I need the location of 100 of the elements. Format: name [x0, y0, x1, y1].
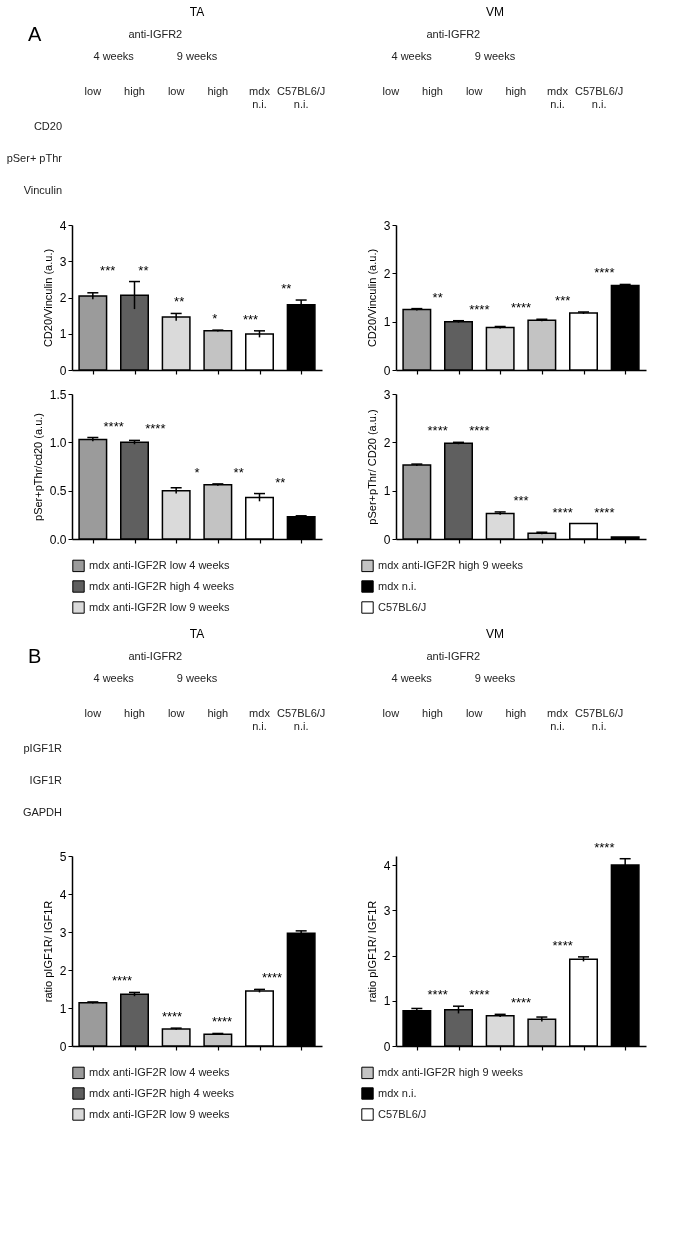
category-label: low — [382, 707, 400, 719]
category-label: high — [207, 85, 229, 97]
y-tick-label: 0 — [383, 1039, 391, 1054]
category-label: high — [505, 85, 527, 97]
legend-label: mdx anti-IGF2R high 4 weeks — [89, 1086, 235, 1099]
annotation: **** — [594, 504, 615, 520]
y-tick-label: 0.0 — [49, 532, 67, 547]
y-tick-label: 0 — [383, 532, 391, 547]
annotation: **** — [103, 418, 124, 434]
y-tick-label: 1 — [383, 484, 391, 499]
legend-label: mdx anti-IGF2R low 9 weeks — [89, 600, 231, 613]
annotation: **** — [469, 301, 490, 317]
annotation: ** — [138, 262, 149, 278]
category-label: C57BL6/J n.i. — [277, 707, 326, 732]
y-tick-label: 3 — [383, 903, 391, 918]
annotation: **** — [594, 265, 615, 281]
annotation: **** — [145, 421, 166, 437]
text: anti-IGFR2 — [426, 28, 481, 40]
annotation: ** — [281, 281, 292, 297]
category-label: high — [505, 707, 527, 719]
y-tick-label: 1 — [383, 315, 391, 330]
y-tick-label: 5 — [59, 849, 67, 864]
text: **** — [594, 839, 615, 855]
y-tick-label: 3 — [59, 254, 67, 269]
category-label: low — [465, 707, 483, 719]
category-label: pSer+ pThr — [6, 152, 62, 164]
category-label: high — [124, 85, 145, 97]
text: VM — [486, 5, 504, 19]
y-axis-title: pSer+pThr/ CD20 (a.u.) — [365, 409, 378, 525]
category-label: C57BL6/J n.i. — [575, 85, 624, 110]
text: anti-IGFR2 — [128, 650, 183, 662]
category-label: IGF1R — [29, 774, 62, 786]
annotation: * — [194, 464, 200, 480]
text: B — [28, 645, 42, 667]
y-tick-label: 0 — [59, 1039, 67, 1054]
annotation: *** — [100, 262, 116, 278]
annotation: *** — [555, 293, 571, 308]
text: 4 weeks — [391, 50, 433, 62]
annotation: * — [212, 311, 218, 327]
y-tick-label: 4 — [59, 218, 67, 233]
category-label: low — [84, 707, 102, 719]
legend-label: mdx anti-IGF2R low 9 weeks — [89, 1107, 231, 1120]
category-label: low — [465, 85, 483, 97]
y-tick-label: 1 — [59, 1001, 67, 1016]
annotation: **** — [261, 970, 283, 986]
y-axis-title: CD20/Vinculin (a.u.) — [41, 248, 54, 348]
text: 9 weeks — [474, 50, 516, 62]
category-label: Vinculin — [23, 184, 62, 196]
category-label: mdx n.i. — [547, 707, 569, 732]
legend-label: C57BL6/J — [378, 600, 427, 613]
legend-label: mdx anti-IGF2R high 9 weeks — [378, 558, 524, 571]
category-label: mdx n.i. — [547, 85, 569, 110]
y-tick-label: 0 — [59, 363, 67, 378]
text: TA — [189, 627, 205, 641]
y-axis-title: ratio pIGF1R/ IGF1R — [41, 900, 54, 1003]
category-label: GAPDH — [22, 806, 62, 818]
legend-label: mdx anti-IGF2R low 4 weeks — [89, 558, 231, 571]
y-tick-label: 2 — [59, 291, 67, 305]
annotation: ** — [174, 294, 185, 310]
y-tick-label: 2 — [59, 963, 67, 978]
text: 9 weeks — [176, 50, 218, 62]
y-tick-label: 2 — [383, 266, 391, 281]
legend-label: mdx anti-IGF2R high 4 weeks — [89, 579, 235, 592]
y-tick-label: 3 — [383, 218, 391, 233]
text: A — [28, 23, 42, 45]
category-label: C57BL6/J n.i. — [277, 85, 326, 110]
annotation: ** — [275, 474, 286, 490]
y-tick-label: 4 — [59, 887, 67, 902]
category-label: low — [167, 707, 185, 719]
category-label: mdx n.i. — [249, 85, 271, 110]
annotation: *** — [242, 311, 259, 327]
category-label: low — [382, 85, 400, 97]
annotation: **** — [469, 423, 490, 439]
annotation: *** — [513, 492, 529, 508]
annotation: ** — [233, 464, 244, 480]
annotation: **** — [427, 423, 448, 439]
annotation: **** — [469, 987, 490, 1003]
legend-label: mdx n.i. — [378, 579, 417, 592]
annotation: **** — [427, 987, 448, 1003]
text: 4 weeks — [93, 50, 135, 62]
annotation: **** — [161, 1009, 183, 1025]
category-label: CD20 — [33, 120, 62, 132]
annotation: **** — [111, 973, 133, 989]
annotation: **** — [510, 300, 532, 316]
legend-label: C57BL6/J — [378, 1107, 427, 1120]
legend-label: mdx n.i. — [378, 1086, 417, 1099]
y-tick-label: 0 — [383, 363, 391, 378]
annotation: ** — [432, 289, 443, 305]
y-axis-title: ratio pIGF1R/ IGF1R — [365, 900, 378, 1003]
y-tick-label: 1.5 — [49, 387, 67, 402]
y-axis-title: CD20/Vinculin (a.u.) — [365, 248, 378, 348]
category-label: low — [84, 85, 102, 97]
text: 9 weeks — [176, 672, 218, 684]
text: anti-IGFR2 — [128, 28, 183, 40]
category-label: high — [422, 85, 443, 97]
annotation: **** — [552, 937, 573, 953]
category-label: high — [422, 707, 443, 719]
legend-label: mdx anti-IGF2R low 4 weeks — [89, 1065, 231, 1078]
y-tick-label: 3 — [59, 925, 67, 940]
category-label: C57BL6/J n.i. — [575, 707, 624, 732]
